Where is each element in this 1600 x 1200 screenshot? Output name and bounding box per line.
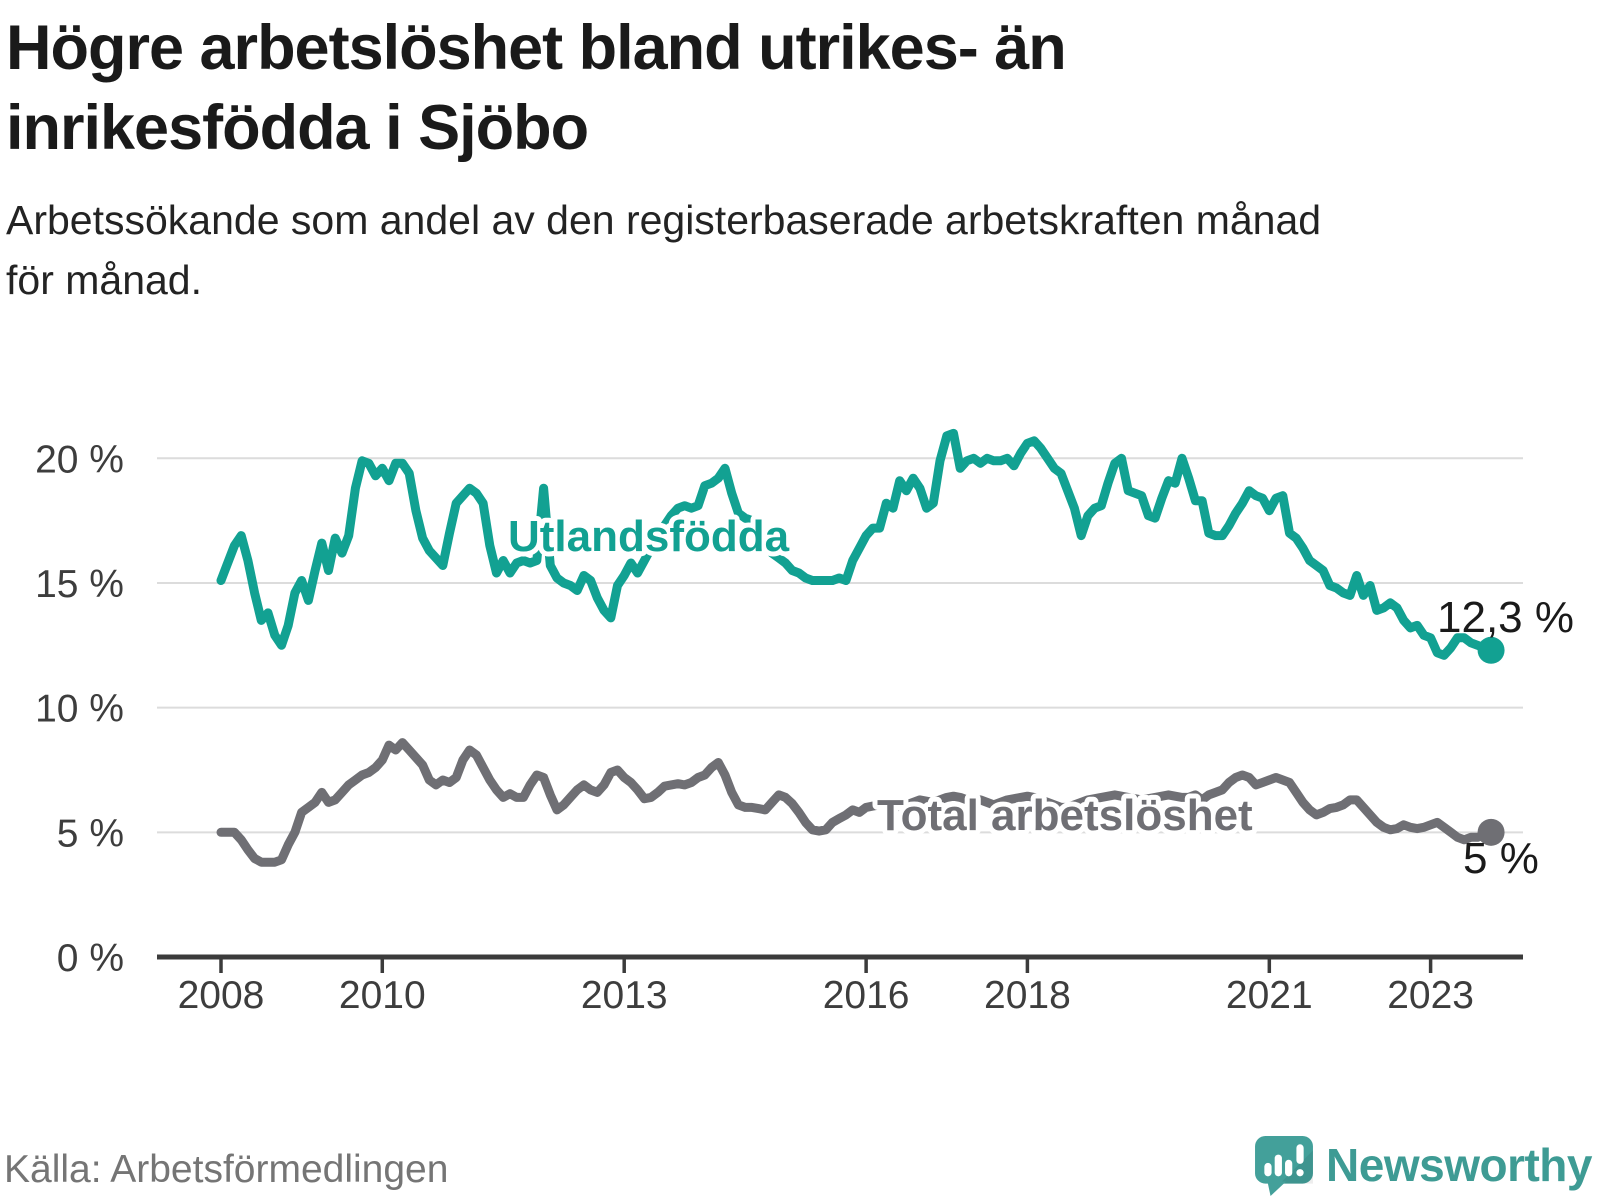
series-label-utlandsfodda: Utlandsfödda [508,512,790,561]
x-axis-tick-label: 2016 [823,974,910,1017]
series-line-utlandsfodda [216,428,1496,660]
labels-overlay-layer: Utlandsfödda Total arbetslöshet 12,3 % 5… [503,507,1574,883]
y-axis-tick-label: 20 % [35,438,124,481]
newsworthy-logo-icon [1255,1136,1314,1196]
end-value-label-total-arbetsloshet: 5 % [1463,834,1539,883]
x-axis-tick-label: 2013 [581,974,668,1017]
x-axis-tick-label: 2008 [178,974,265,1017]
series-end-dot-total-arbetsloshet [1477,818,1505,846]
end-value-label-utlandsfodda: 12,3 % [1437,593,1574,642]
subtitle-line-2: för månad. [6,257,202,303]
x-axis-tick-label: 2021 [1226,974,1313,1017]
x-axis-layer: 2008 2010 2013 2016 2018 2021 2023 [157,954,1523,1017]
title-line-2: inrikesfödda i Sjöbo [6,93,589,163]
series-label-total-arbetsloshet: Total arbetslöshet [877,791,1253,840]
source-text: Källa: Arbetsförmedlingen [4,1148,449,1191]
newsworthy-logo: Newsworthy [1255,1136,1592,1196]
title-line-1: Högre arbetslöshet bland utrikes- än [6,13,1067,83]
chart-subtitle: Arbetssökande som andel av den registerb… [6,190,1566,310]
y-axis-tick-label: 5 % [57,812,124,855]
series-layer [216,428,1505,867]
series-end-dot-utlandsfodda [1477,636,1505,664]
x-axis-tick-label: 2023 [1387,974,1474,1017]
series-line-total-arbetsloshet [216,738,1496,867]
x-axis-tick-label: 2010 [339,974,426,1017]
gridlines-layer: 0 % 5 % 10 % 15 % 20 % [35,438,1523,980]
y-axis-tick-label: 0 % [57,937,124,980]
y-axis-tick-label: 10 % [35,688,124,731]
x-axis-tick-label: 2018 [984,974,1071,1017]
subtitle-line-1: Arbetssökande som andel av den registerb… [6,197,1322,243]
page-title: Högre arbetslöshet bland utrikes- än inr… [6,8,1286,168]
y-axis-tick-label: 15 % [35,563,124,606]
newsworthy-logo-text: Newsworthy [1326,1139,1592,1191]
